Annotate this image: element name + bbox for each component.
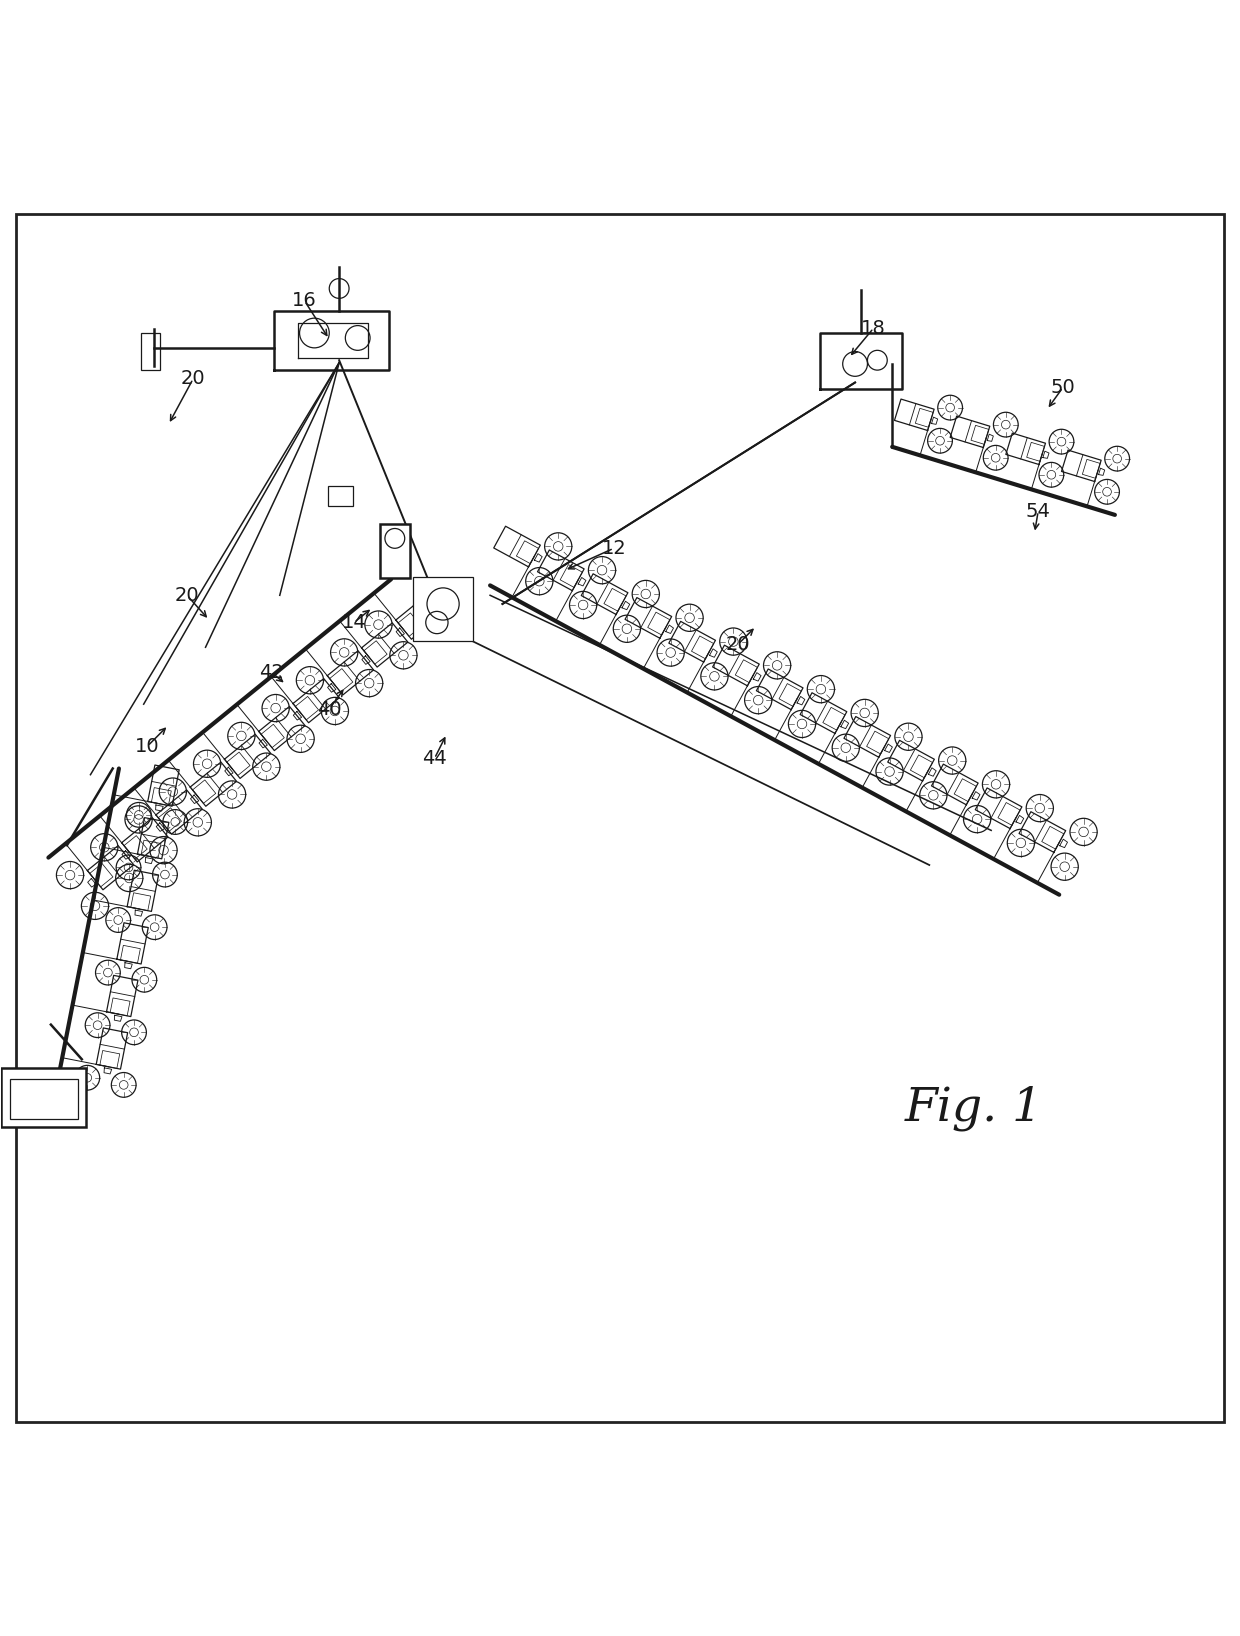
Text: 10: 10 [135,736,160,756]
Text: 50: 50 [1050,378,1075,398]
Text: 16: 16 [293,291,317,311]
Bar [413,578,472,641]
Text: 42: 42 [259,663,284,682]
Text: 18: 18 [862,319,887,337]
Bar [329,486,352,506]
Text: 54: 54 [1025,502,1050,520]
Text: 20: 20 [175,586,200,605]
Text: 12: 12 [601,538,626,558]
Text: 14: 14 [342,614,366,631]
Bar [379,524,409,578]
Bar [1,1068,86,1127]
Text: Fig. 1: Fig. 1 [904,1086,1043,1132]
Text: 44: 44 [422,749,446,769]
Bar [141,334,160,370]
Text: 20: 20 [725,635,750,654]
Text: 40: 40 [317,700,341,718]
Bar [10,1080,78,1119]
Text: 20: 20 [181,370,206,388]
